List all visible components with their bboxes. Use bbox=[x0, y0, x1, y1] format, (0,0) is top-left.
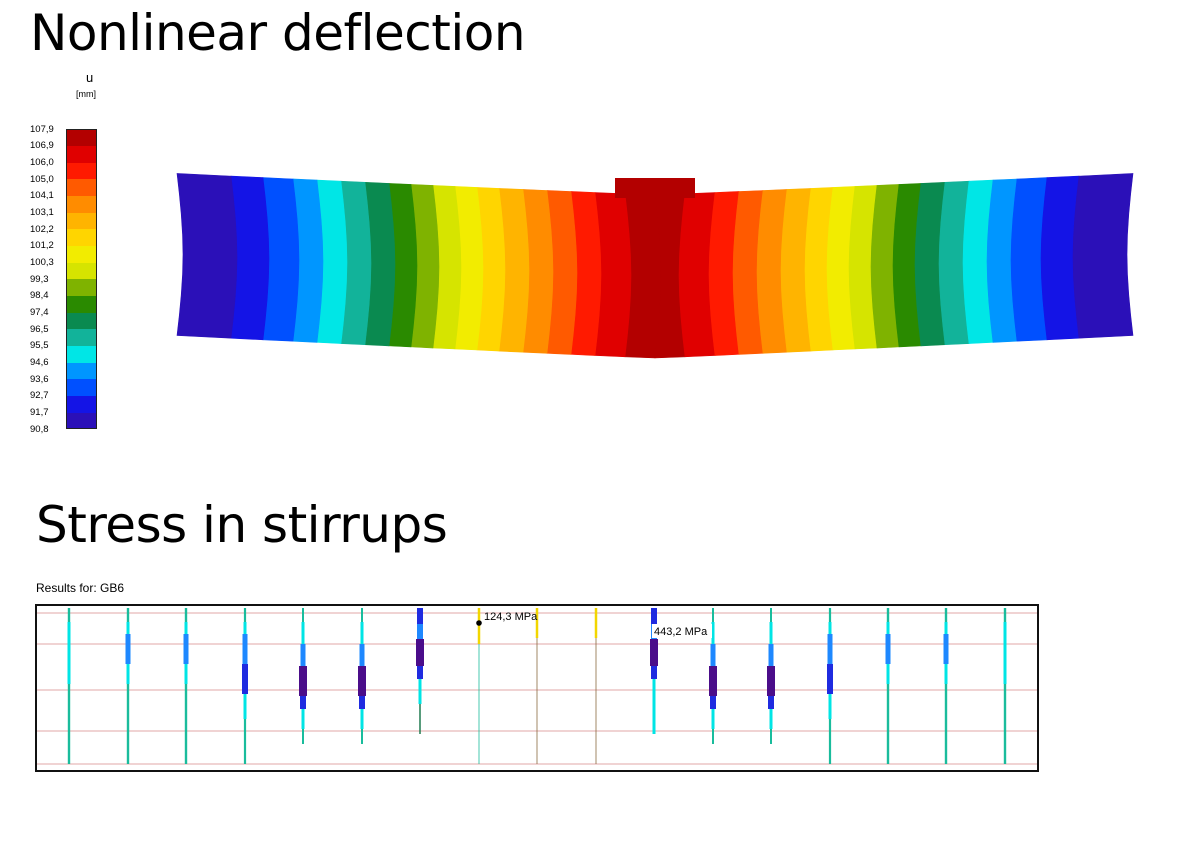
legend-label: 93,6 bbox=[30, 373, 49, 385]
legend-swatch bbox=[66, 229, 96, 246]
deflection-title: Nonlinear deflection bbox=[30, 4, 526, 62]
stirrup-stress-plot: 124,3 MPa 443,2 MPa bbox=[35, 604, 1039, 772]
legend-label: 95,5 bbox=[30, 340, 49, 352]
legend-swatch bbox=[66, 362, 96, 380]
legend-label: 98,4 bbox=[30, 290, 49, 302]
contour-band bbox=[1072, 173, 1134, 339]
legend-swatch bbox=[66, 179, 96, 196]
legend-swatch bbox=[66, 379, 96, 396]
legend-label: 94,6 bbox=[30, 356, 49, 368]
legend-swatch bbox=[66, 145, 96, 163]
stirrups-title: Stress in stirrups bbox=[36, 496, 448, 554]
legend-label: 92,7 bbox=[30, 390, 49, 402]
max-stress-annotation: 443,2 MPa bbox=[654, 626, 708, 638]
legend-label: 106,0 bbox=[30, 156, 54, 168]
legend-label: 107,9 bbox=[30, 123, 54, 135]
legend-swatch bbox=[66, 129, 96, 146]
load-plate bbox=[615, 178, 695, 198]
plot-frame bbox=[35, 604, 1039, 772]
legend-swatch bbox=[66, 245, 96, 263]
legend-label: 91,7 bbox=[30, 406, 49, 418]
legend-label: 102,2 bbox=[30, 223, 54, 235]
legend-label: 99,3 bbox=[30, 273, 49, 285]
legend-swatch bbox=[66, 195, 96, 213]
legend-label: 105,0 bbox=[30, 173, 54, 185]
legend-unit: [mm] bbox=[76, 89, 96, 99]
min-stress-annotation: 124,3 MPa bbox=[484, 611, 538, 623]
legend-variable: u bbox=[86, 70, 94, 85]
legend-label: 103,1 bbox=[30, 206, 54, 218]
contour-band bbox=[176, 173, 238, 339]
legend-swatch bbox=[66, 295, 96, 313]
legend-frame bbox=[66, 129, 97, 429]
legend-label: 96,5 bbox=[30, 323, 49, 335]
results-for-label: Results for: GB6 bbox=[36, 581, 125, 595]
legend-label: 101,2 bbox=[30, 240, 54, 252]
legend-swatch bbox=[66, 279, 96, 296]
legend-swatch bbox=[66, 395, 96, 413]
legend-swatch bbox=[66, 345, 96, 363]
legend-swatch bbox=[66, 262, 96, 280]
legend-label: 97,4 bbox=[30, 306, 49, 318]
legend-label: 104,1 bbox=[30, 190, 54, 202]
max-label-bg bbox=[652, 624, 712, 638]
legend-swatch bbox=[66, 212, 96, 230]
deflection-legend: 107,9 106,9 106,0 105,0 104,1 103,1 102,2 101,2… bbox=[30, 123, 100, 435]
legend-label: 106,9 bbox=[30, 140, 54, 152]
legend-label: 90,8 bbox=[30, 423, 49, 435]
min-marker bbox=[476, 620, 482, 626]
legend-swatch bbox=[66, 329, 96, 346]
legend-swatch bbox=[66, 162, 96, 180]
legend-label: 100,3 bbox=[30, 256, 54, 268]
legend-swatch bbox=[66, 312, 96, 330]
legend-swatch bbox=[66, 412, 96, 430]
deflection-beam-plot bbox=[176, 173, 1134, 359]
